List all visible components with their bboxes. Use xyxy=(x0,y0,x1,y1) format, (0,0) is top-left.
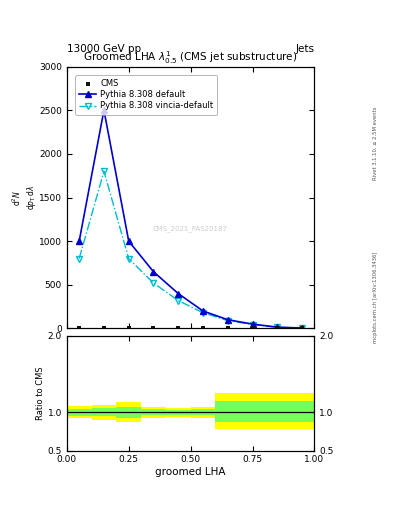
Pythia 8.308 vincia-default xyxy=(250,322,255,328)
CMS xyxy=(126,324,132,332)
Text: mcplots.cern.ch [arXiv:1306.3436]: mcplots.cern.ch [arXiv:1306.3436] xyxy=(373,251,378,343)
Pythia 8.308 default xyxy=(176,290,181,296)
Pythia 8.308 default xyxy=(77,238,82,244)
Pythia 8.308 vincia-default xyxy=(101,168,106,175)
Legend: CMS, Pythia 8.308 default, Pythia 8.308 vincia-default: CMS, Pythia 8.308 default, Pythia 8.308 … xyxy=(75,75,217,115)
Pythia 8.308 default xyxy=(226,316,230,323)
CMS xyxy=(76,324,83,332)
Pythia 8.308 default xyxy=(300,325,305,331)
Pythia 8.308 default xyxy=(250,321,255,327)
Pythia 8.308 vincia-default xyxy=(176,297,181,304)
Line: Pythia 8.308 default: Pythia 8.308 default xyxy=(76,108,305,331)
CMS xyxy=(200,324,206,332)
CMS xyxy=(150,324,156,332)
Line: Pythia 8.308 vincia-default: Pythia 8.308 vincia-default xyxy=(76,168,305,331)
Text: Rivet 3.1.10, ≥ 2.5M events: Rivet 3.1.10, ≥ 2.5M events xyxy=(373,106,378,180)
Text: CMS_2021_PAS20187: CMS_2021_PAS20187 xyxy=(153,226,228,232)
CMS xyxy=(175,324,182,332)
CMS xyxy=(299,324,305,332)
X-axis label: groomed LHA: groomed LHA xyxy=(155,467,226,477)
Pythia 8.308 default xyxy=(201,308,206,314)
CMS xyxy=(250,324,256,332)
Pythia 8.308 default xyxy=(151,269,156,275)
Title: Groomed LHA $\lambda^{1}_{0.5}$ (CMS jet substructure): Groomed LHA $\lambda^{1}_{0.5}$ (CMS jet… xyxy=(83,49,298,66)
CMS xyxy=(274,324,281,332)
CMS xyxy=(225,324,231,332)
Text: 13000 GeV pp: 13000 GeV pp xyxy=(67,44,141,54)
Pythia 8.308 default xyxy=(275,324,280,330)
Pythia 8.308 vincia-default xyxy=(226,317,230,324)
Y-axis label: $\mathrm{d}^2N$
$\mathrm{d}p_\mathrm{T}\,\mathrm{d}\lambda$: $\mathrm{d}^2N$ $\mathrm{d}p_\mathrm{T}\… xyxy=(10,185,38,210)
Pythia 8.308 vincia-default xyxy=(275,324,280,330)
Y-axis label: Ratio to CMS: Ratio to CMS xyxy=(36,367,45,420)
Pythia 8.308 default xyxy=(127,238,131,244)
Pythia 8.308 vincia-default xyxy=(151,280,156,286)
Pythia 8.308 vincia-default xyxy=(300,325,305,331)
Pythia 8.308 vincia-default xyxy=(77,255,82,262)
Pythia 8.308 vincia-default xyxy=(127,255,131,262)
Pythia 8.308 default xyxy=(101,107,106,113)
Pythia 8.308 vincia-default xyxy=(201,310,206,316)
CMS xyxy=(101,324,107,332)
Text: Jets: Jets xyxy=(296,44,314,54)
